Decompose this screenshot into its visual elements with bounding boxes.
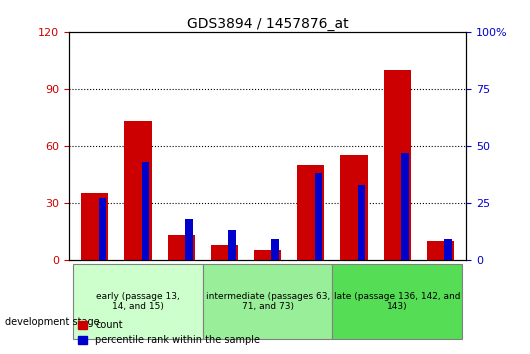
FancyBboxPatch shape [203,264,332,339]
Bar [81,193,109,260]
Bar [125,121,152,260]
Legend: count, percentile rank within the sample: count, percentile rank within the sample [74,316,264,349]
Bar [228,230,236,260]
Bar [427,241,454,260]
FancyBboxPatch shape [332,264,462,339]
Title: GDS3894 / 1457876_at: GDS3894 / 1457876_at [187,17,348,31]
Bar [271,239,279,260]
Bar [99,198,106,260]
FancyBboxPatch shape [73,264,203,339]
Text: late (passage 136, 142, and
143): late (passage 136, 142, and 143) [334,292,461,311]
Text: development stage: development stage [5,317,100,327]
Bar [340,155,368,260]
Bar [315,173,322,260]
Text: intermediate (passages 63,
71, and 73): intermediate (passages 63, 71, and 73) [206,292,330,311]
Bar [297,165,324,260]
Bar [211,245,238,260]
Bar [185,219,192,260]
Bar [384,70,411,260]
Bar [444,239,452,260]
Bar [358,184,365,260]
Text: early (passage 13,
14, and 15): early (passage 13, 14, and 15) [96,292,180,311]
Bar [167,235,195,260]
Bar [254,250,281,260]
Bar [142,162,149,260]
Bar [401,153,409,260]
